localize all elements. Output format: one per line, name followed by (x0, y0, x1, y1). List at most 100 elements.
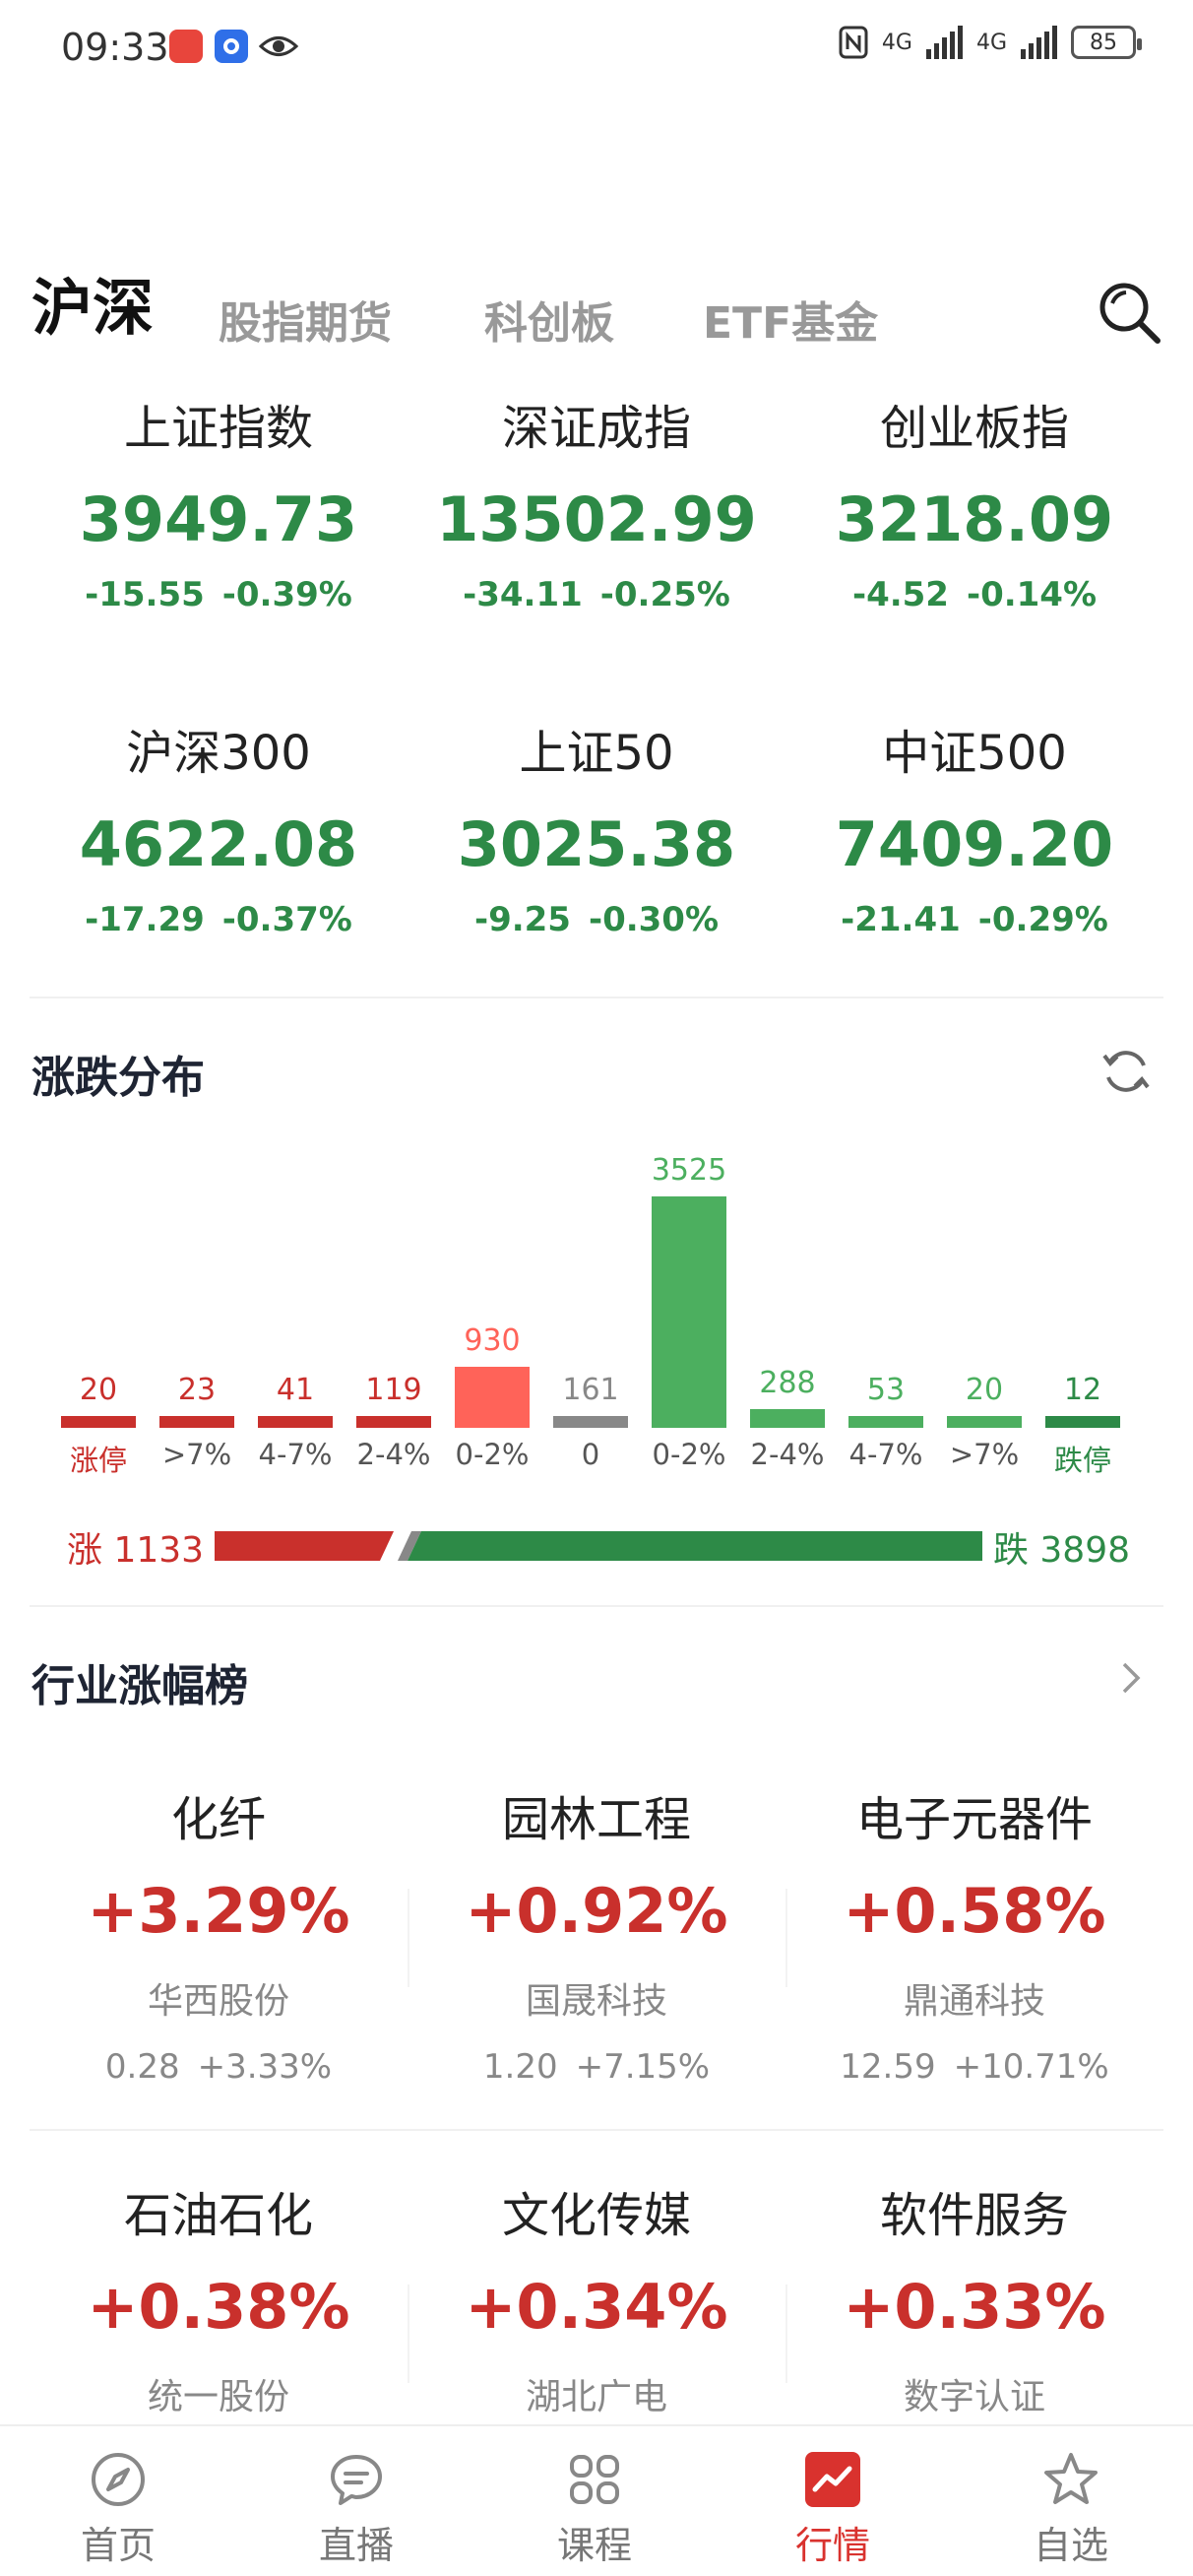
distribution-bar-value: 23 (177, 1373, 217, 1407)
leading-stock-price: 0.28 (104, 2047, 180, 2087)
leading-stock-name: 华西股份 (147, 1981, 289, 2022)
industry-name: 园林工程 (501, 1792, 691, 1847)
distribution-bar-value: 12 (1063, 1373, 1102, 1407)
up-down-summary: 涨 1133 跌 3898 (67, 1521, 1130, 1571)
nav-market[interactable]: 行情 (754, 2450, 911, 2569)
index-change-points: -17.29 (85, 900, 205, 939)
bottom-nav: 首页 直播 课程 行情 自选 (0, 2424, 1193, 2576)
distribution-bar-value: 53 (866, 1373, 906, 1407)
index-change-percent: -0.29% (977, 900, 1108, 939)
flat-ratio-segment (398, 1531, 421, 1561)
leading-stock-percent: +3.33% (197, 2047, 333, 2087)
index-change-points: -34.11 (463, 575, 583, 614)
nav-live[interactable]: 直播 (278, 2450, 435, 2569)
industry-name: 文化传媒 (501, 2188, 691, 2243)
leading-stock-quote: 0.28 +3.33% (30, 2047, 408, 2087)
index-card[interactable]: 沪深300 4622.08 -17.29 -0.37% (30, 704, 408, 1029)
nav-home[interactable]: 首页 (39, 2450, 197, 2569)
distribution-bar (455, 1367, 530, 1428)
down-count-label: 跌 3898 (992, 1530, 1130, 1571)
index-change-points: -4.52 (851, 575, 949, 614)
nav-label: 课程 (556, 2524, 632, 2567)
index-name: 深证成指 (501, 401, 691, 456)
industry-card[interactable]: 化纤 +3.29% 华西股份 0.28 +3.33% (30, 1780, 408, 2087)
star-icon (1044, 2453, 1098, 2504)
distribution-bar-label: >7% (161, 1438, 232, 1471)
index-change-points: -21.41 (841, 900, 961, 939)
nav-label: 自选 (1033, 2524, 1108, 2567)
index-value: 7409.20 (835, 808, 1114, 880)
distribution-bar (159, 1416, 234, 1428)
index-name: 沪深300 (126, 726, 311, 781)
compass-icon (92, 2453, 145, 2506)
distribution-bar (356, 1416, 431, 1428)
nav-label: 首页 (80, 2524, 156, 2567)
nav-course[interactable]: 课程 (516, 2450, 673, 2569)
leading-stock-quote: 1.20 +7.15% (408, 2047, 785, 2087)
distribution-bar (258, 1416, 333, 1428)
chevron-right-icon[interactable] (1116, 1656, 1146, 1700)
distribution-bar-label: 跌停 (1053, 1444, 1111, 1477)
tab-star-market[interactable]: 科创板 (484, 298, 614, 349)
section-divider (30, 1605, 1163, 1607)
nav-label: 直播 (318, 2524, 394, 2567)
industry-row: 化纤 +3.29% 华西股份 0.28 +3.33% 园林工程 +0.92% 国晟… (30, 1780, 1163, 2087)
distribution-bar-label: 4-7% (258, 1438, 333, 1471)
industry-card[interactable]: 电子元器件 +0.58% 鼎通科技 12.59 +10.71% (785, 1780, 1163, 2087)
nfc-icon (839, 26, 868, 59)
industry-change-percent: +0.92% (465, 1875, 728, 1947)
distribution-bar-value: 119 (365, 1373, 422, 1407)
industry-name: 软件服务 (879, 2188, 1069, 2243)
index-card[interactable]: 中证500 7409.20 -21.41 -0.29% (785, 704, 1163, 1029)
tab-index-futures[interactable]: 股指期货 (219, 298, 392, 349)
distribution-bar (750, 1409, 825, 1428)
section-divider (30, 997, 1163, 998)
index-card[interactable]: 上证50 3025.38 -9.25 -0.30% (408, 704, 785, 1029)
industry-change-percent: +0.33% (843, 2271, 1106, 2343)
leading-stock-percent: +10.71% (953, 2047, 1109, 2087)
index-change: -4.52 -0.14% (785, 575, 1163, 614)
index-change-percent: -0.30% (588, 900, 720, 939)
industry-name: 电子元器件 (855, 1792, 1093, 1847)
distribution-bar (652, 1196, 726, 1428)
nav-watchlist[interactable]: 自选 (992, 2450, 1150, 2569)
distribution-bar (61, 1416, 136, 1428)
industry-row: 石油石化 +0.38% 统一股份 文化传媒 +0.34% 湖北广电 软件服务 +… (30, 2176, 1163, 2419)
app-red-icon (169, 30, 203, 63)
distribution-bar-value: 288 (759, 1366, 816, 1400)
index-card[interactable]: 深证成指 13502.99 -34.11 -0.25% (408, 379, 785, 704)
index-name: 上证50 (519, 726, 674, 781)
index-change-points: -15.55 (85, 575, 205, 614)
distribution-title: 涨跌分布 (31, 1053, 205, 1103)
refresh-icon[interactable] (1099, 1044, 1154, 1099)
app-blue-icon (215, 30, 248, 63)
battery-level: 85 (1090, 30, 1117, 55)
tab-hushen[interactable]: 沪深 (31, 272, 155, 344)
index-card[interactable]: 创业板指 3218.09 -4.52 -0.14% (785, 379, 1163, 704)
industry-card[interactable]: 软件服务 +0.33% 数字认证 (785, 2176, 1163, 2419)
leading-stock-percent: +7.15% (575, 2047, 711, 2087)
leading-stock-quote: 12.59 +10.71% (785, 2047, 1163, 2087)
tab-etf-fund[interactable]: ETF基金 (703, 298, 879, 349)
up-ratio-segment (215, 1531, 394, 1561)
search-icon[interactable] (1095, 278, 1163, 347)
nav-label: 行情 (794, 2524, 870, 2567)
distribution-bar-label: 4-7% (848, 1438, 923, 1471)
chart-icon (805, 2452, 860, 2507)
up-down-ratio-bar (215, 1531, 982, 1561)
index-change-percent: -0.14% (966, 575, 1098, 614)
industry-card[interactable]: 园林工程 +0.92% 国晟科技 1.20 +7.15% (408, 1780, 785, 2087)
chat-icon (331, 2455, 382, 2505)
index-change: -17.29 -0.37% (30, 900, 408, 939)
industry-change-percent: +3.29% (87, 1875, 350, 1947)
industry-card[interactable]: 文化传媒 +0.34% 湖北广电 (408, 2176, 785, 2419)
index-change-points: -9.25 (473, 900, 571, 939)
industry-card[interactable]: 石油石化 +0.38% 统一股份 (30, 2176, 408, 2419)
index-card[interactable]: 上证指数 3949.73 -15.55 -0.39% (30, 379, 408, 704)
distribution-bar-value: 3525 (651, 1153, 727, 1188)
index-change: -21.41 -0.29% (785, 900, 1163, 939)
distribution-bar-label: >7% (949, 1438, 1020, 1471)
status-bar: 09:33 4G 4G 85 (0, 0, 1193, 98)
index-grid: 上证指数 3949.73 -15.55 -0.39% 深证成指 13502.99 … (30, 379, 1163, 1029)
industry-change-percent: +0.34% (465, 2271, 728, 2343)
